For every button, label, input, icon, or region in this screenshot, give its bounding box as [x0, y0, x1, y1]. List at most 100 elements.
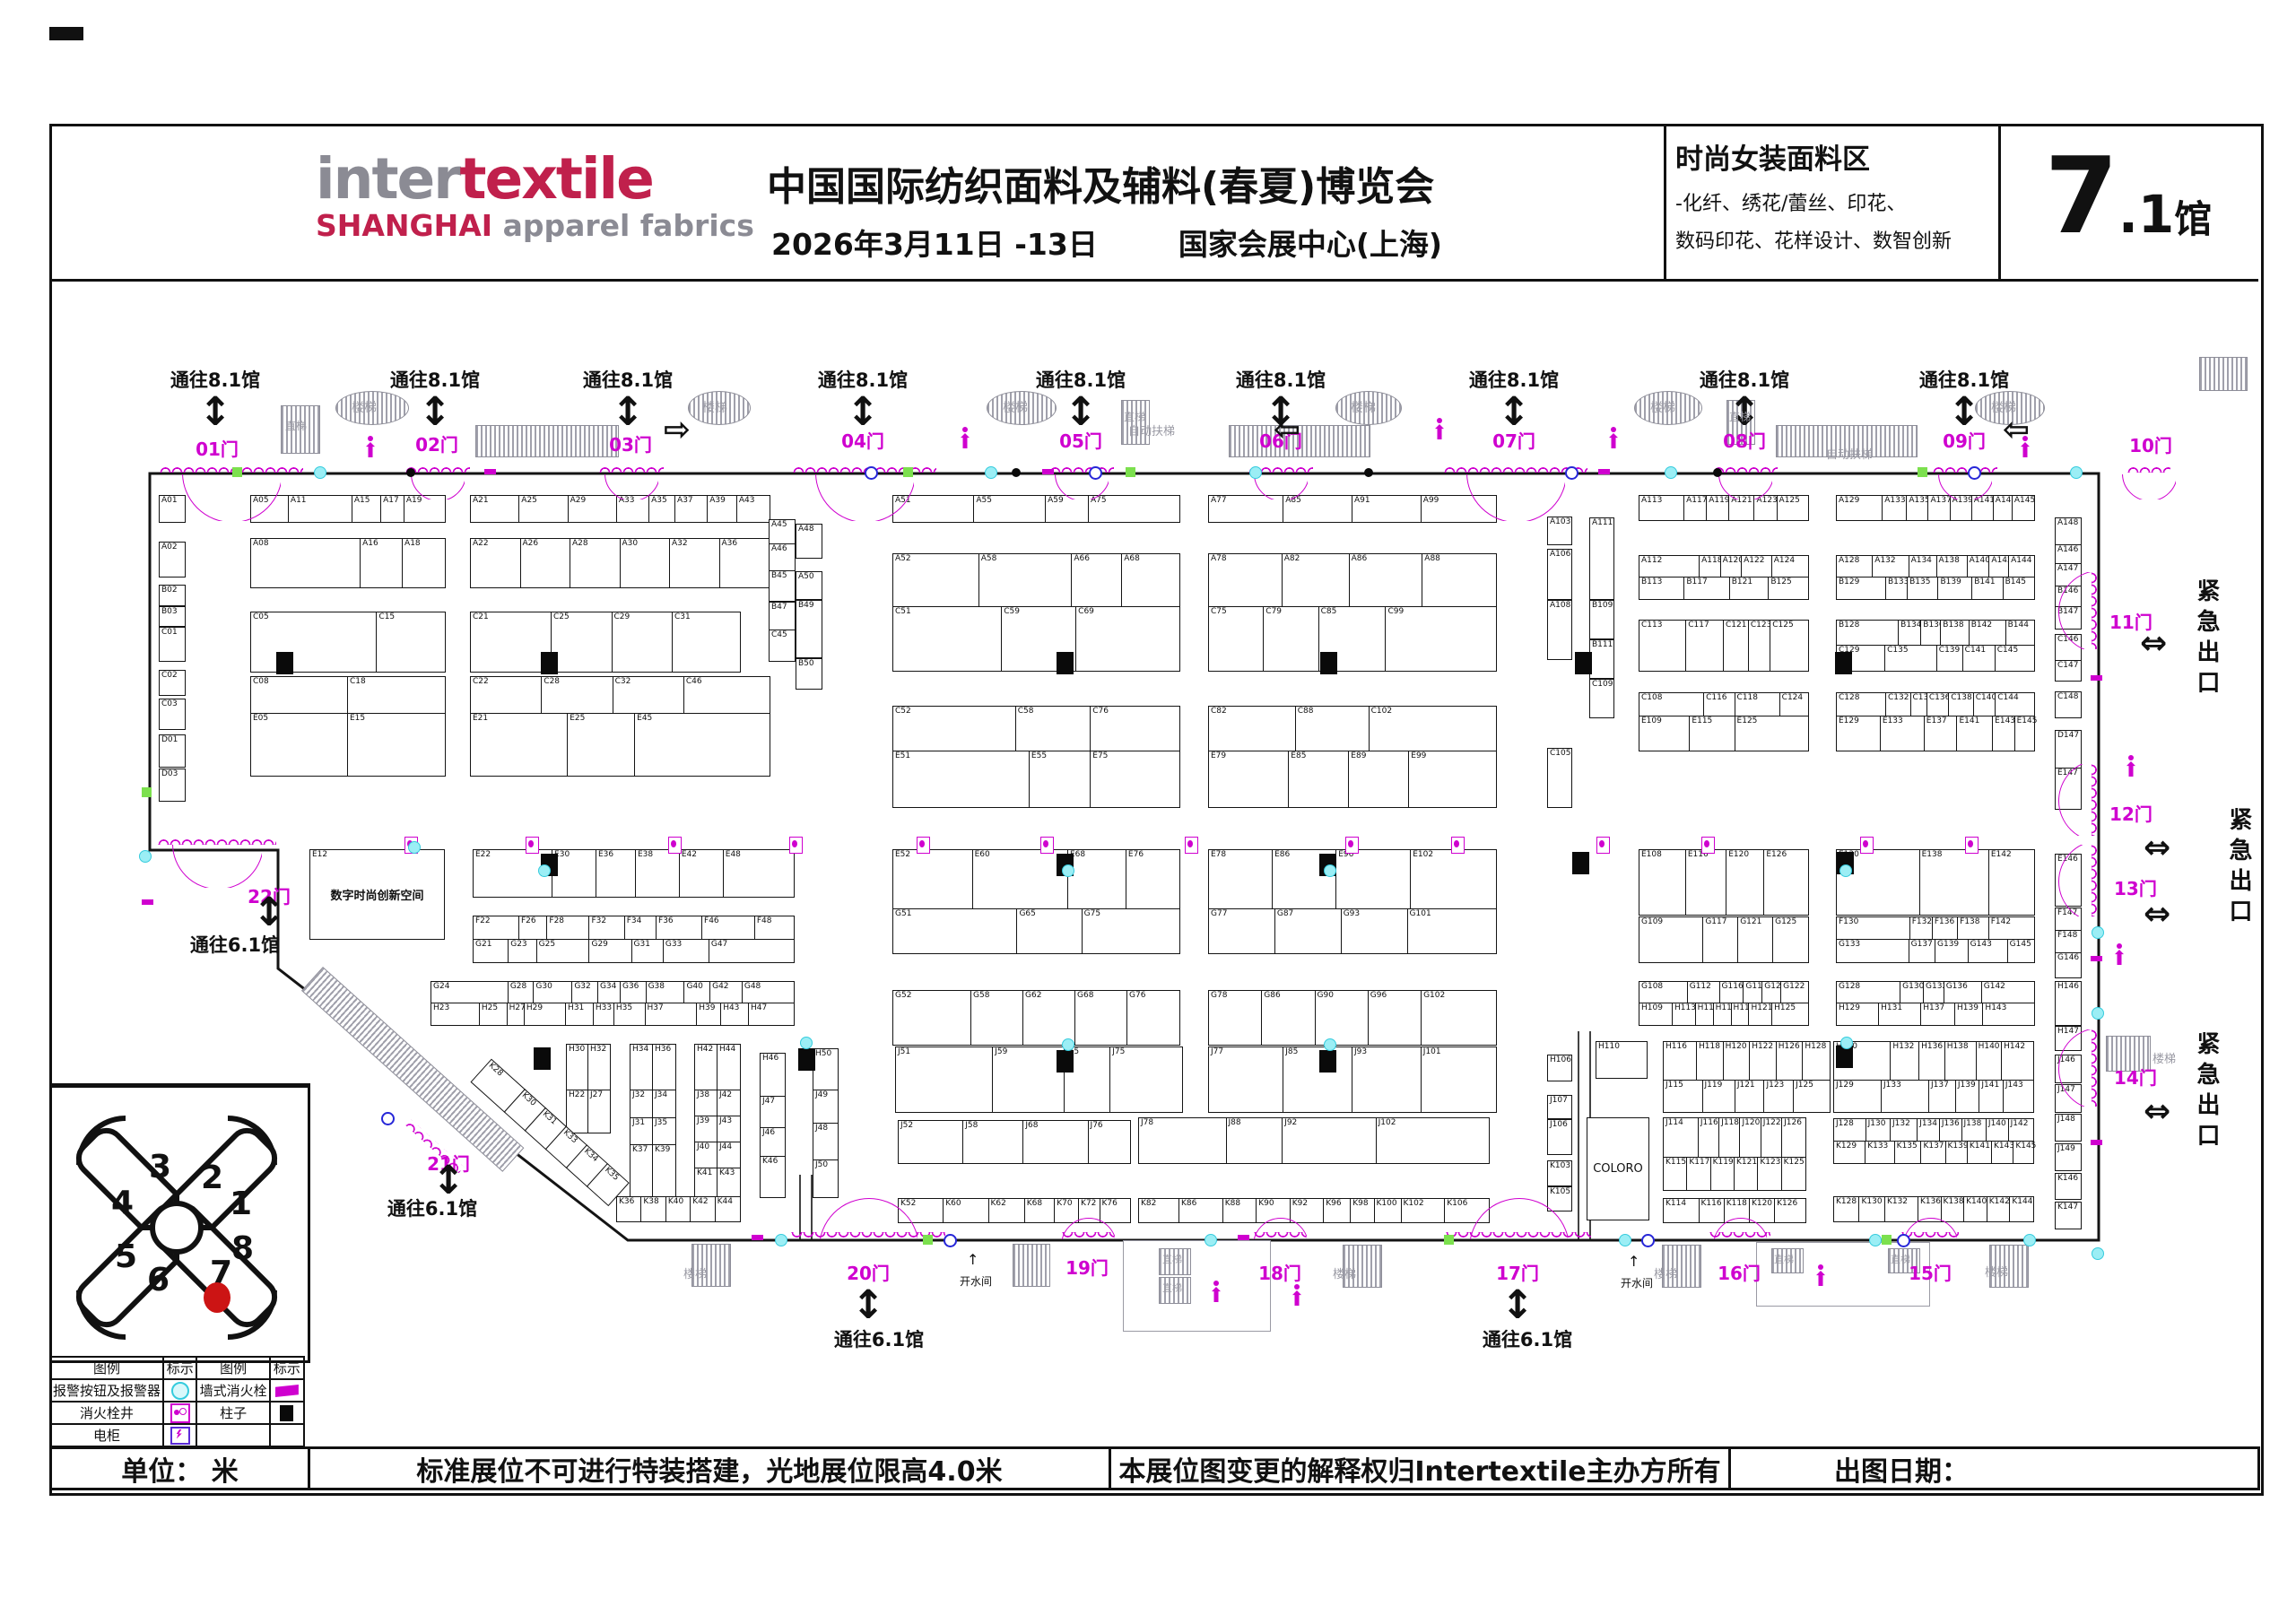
- booth-B141: B141: [1971, 577, 2004, 600]
- booth-label: E109: [1641, 716, 1662, 725]
- marker-cy: [2023, 1234, 2036, 1246]
- booth-label: K52: [900, 1199, 917, 1208]
- booth-label: E145: [2016, 716, 2038, 725]
- booth-label: G120: [1764, 982, 1787, 991]
- booth-block-7: C22 C28 C32 C46 E21 E25 E45: [470, 676, 770, 777]
- booth-B111: B111: [1589, 639, 1614, 679]
- booth-J132: J132: [1890, 1118, 1918, 1142]
- booth-K70: K70: [1054, 1198, 1080, 1223]
- stairs-icon: [1159, 1277, 1191, 1304]
- emergency-exit-label: 紧急出口: [2193, 1031, 2220, 1153]
- booth-J107: J107: [1547, 1095, 1572, 1119]
- booth-label: B111: [1592, 640, 1613, 649]
- booth-block-43: G109 G117 G121 G125: [1639, 916, 1809, 963]
- booth-K82: K82: [1138, 1198, 1180, 1223]
- facility-label: 楼梯: [1351, 401, 1376, 415]
- booth-J40: J40: [694, 1142, 718, 1169]
- booth-G28: G28: [508, 981, 535, 1004]
- booth-A08: A08: [250, 538, 361, 588]
- booth-J93: J93: [1352, 1046, 1422, 1113]
- gate-label-19门: 19门: [1065, 1257, 1109, 1279]
- gate-door-arc: [1469, 1193, 1568, 1239]
- booth-label: J59: [995, 1047, 1008, 1056]
- marker-mg: [752, 1235, 763, 1240]
- booth-label: C147: [2057, 661, 2079, 670]
- restroom-person-icon: [2114, 943, 2125, 966]
- booth-label: A26: [522, 539, 539, 548]
- booth-row: G108 G112 G116 G118 G120 G122: [1639, 981, 1809, 1004]
- booth-H138: H138: [1944, 1041, 1977, 1081]
- booth-label: A39: [709, 496, 726, 505]
- booth-H117: H117: [1713, 1003, 1737, 1026]
- updown-arrow-icon: ↕: [252, 890, 286, 935]
- booth-label: K70: [1057, 1199, 1073, 1208]
- booth-label: G125: [1775, 917, 1797, 926]
- booth-label: H42: [697, 1045, 714, 1054]
- booth-K115: K115: [1663, 1157, 1688, 1191]
- booth-label: J106: [1550, 1120, 1568, 1129]
- booth-A45: A45: [769, 519, 796, 545]
- booth-B145: B145: [2003, 577, 2035, 600]
- booth-J78: J78: [1138, 1117, 1227, 1164]
- booth-E137: E137: [1924, 716, 1958, 751]
- booth-block-27: H30 H32 H22 J27: [566, 1044, 611, 1133]
- booth-G120: G120: [1761, 981, 1786, 1004]
- booth-G128: G128: [1836, 981, 1901, 1004]
- booth-B47: B47: [769, 602, 796, 630]
- booth-G101: G101: [1407, 908, 1497, 954]
- booth-B144: B144: [2005, 620, 2035, 647]
- footer-unit: 单位： 米: [49, 1446, 310, 1490]
- marker-cy: [1249, 466, 1262, 479]
- gate-label-16门: 16门: [1718, 1263, 1761, 1284]
- booth-row: H23 H25 H27 H29 H31 H33 H35 H37 H39 H43 H47: [430, 1003, 795, 1026]
- booth-A85: A85: [1283, 495, 1353, 523]
- booth-K135: K135: [1894, 1141, 1922, 1164]
- booth-label: C116: [1706, 693, 1727, 702]
- booth-H33: H33: [593, 1003, 615, 1026]
- booth-label: C145: [1996, 646, 2019, 655]
- svg-text:4: 4: [111, 1185, 134, 1221]
- booth-label: B113: [1641, 578, 1663, 586]
- booth-label: A59: [1048, 496, 1064, 505]
- facility-label: 楼梯: [1991, 401, 2016, 415]
- booth-block-51: K114 K116 K118 K120 K126: [1663, 1198, 1806, 1223]
- hydrant-well-icon: [1185, 837, 1198, 854]
- booth-A118: A118: [1699, 555, 1722, 578]
- booth-label: D147: [2057, 731, 2080, 740]
- restroom-person-icon: [2020, 436, 2031, 458]
- booth-H116: H116: [1663, 1041, 1698, 1081]
- booth-label: C123: [1750, 621, 1772, 630]
- booth-label: H136: [1921, 1042, 1944, 1051]
- booth-label: K129: [1836, 1141, 1857, 1151]
- booth-label: G47: [710, 939, 728, 949]
- marker-gr: [1882, 1235, 1892, 1245]
- booth-E143: E143: [1992, 716, 2015, 751]
- restroom-person-icon: [2126, 755, 2136, 777]
- booth-label: K105: [1550, 1187, 1571, 1196]
- booth-label: G52: [895, 991, 912, 1000]
- booth-G75: G75: [1082, 908, 1180, 954]
- booth-label: K145: [2015, 1141, 2037, 1151]
- gate-door-circle: [2058, 1029, 2099, 1107]
- booth-H46: H46: [760, 1053, 786, 1098]
- booth-C79: C79: [1263, 606, 1319, 672]
- booth-block-20: J52 J58 J68 J76: [898, 1120, 1131, 1164]
- booth-label: G93: [1343, 908, 1361, 918]
- booth-label: K34: [581, 1146, 600, 1164]
- booth-G24: G24: [430, 981, 509, 1004]
- facility-label: 直梯: [1124, 411, 1146, 423]
- booth-block-2: A08 A16 A18: [250, 538, 446, 588]
- booth-block-15: E78 E86 E96 E102 G77 G87 G93 G101: [1208, 849, 1497, 954]
- booth-block-36: A128 A132 A134 A138 A140 A142 A144 B129 B133 B135…: [1836, 555, 2035, 600]
- gate-label-13门: 13门: [2114, 878, 2157, 899]
- booth-D03: D03: [159, 769, 186, 802]
- booth-H27: H27: [507, 1003, 526, 1026]
- booth-A37: A37: [674, 495, 709, 523]
- booth-J49: J49: [813, 1090, 839, 1124]
- updown-arrow-icon: ↕: [851, 1282, 885, 1328]
- gate-label-18门: 18门: [1258, 1263, 1301, 1284]
- booth-G136: G136: [1944, 981, 1983, 1004]
- booth-row: J78 J88 J92 J102: [1138, 1117, 1490, 1164]
- booth-label: J93: [1354, 1047, 1368, 1056]
- booth-H125: H125: [1771, 1003, 1809, 1026]
